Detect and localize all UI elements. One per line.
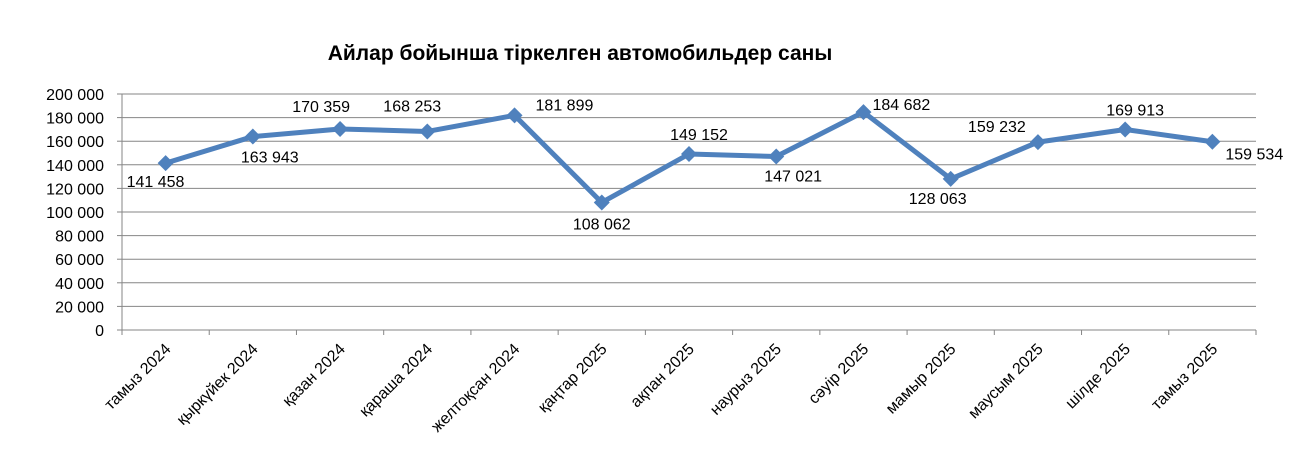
data-label: 159 232 xyxy=(968,119,1026,136)
x-tick-label: ақпан 2025 xyxy=(628,341,698,411)
data-point-marker xyxy=(855,104,872,121)
x-tick-label: сәуір 2025 xyxy=(806,341,873,408)
x-tick-label: қараша 2024 xyxy=(357,341,437,421)
y-tick-label: 200 000 xyxy=(46,87,104,104)
y-tick-label: 100 000 xyxy=(46,205,104,222)
y-tick-label: 40 000 xyxy=(55,276,104,293)
data-label: 149 152 xyxy=(670,127,728,144)
data-label: 128 063 xyxy=(909,191,967,208)
y-tick-label: 80 000 xyxy=(55,229,104,246)
data-label: 147 021 xyxy=(764,169,822,186)
data-point-marker xyxy=(768,148,785,165)
data-label: 141 458 xyxy=(127,174,185,191)
y-tick-label: 140 000 xyxy=(46,158,104,175)
y-tick-label: 0 xyxy=(95,323,104,340)
x-tick-label: желтоқсан 2024 xyxy=(428,341,523,436)
y-axis-ticks: 0 20 000 40 000 60 000 80 000 100 000 120 000 1… xyxy=(46,87,104,340)
x-tick-label: тамыз 2025 xyxy=(1148,341,1221,414)
data-point-marker xyxy=(1029,134,1046,151)
data-point-marker xyxy=(593,194,610,211)
x-tick-label: тамыз 2024 xyxy=(102,341,175,414)
x-tick-label: қаңтар 2025 xyxy=(535,341,611,417)
data-label: 108 062 xyxy=(573,216,631,233)
data-point-marker xyxy=(681,146,697,163)
data-label: 170 359 xyxy=(292,99,350,116)
data-point-marker xyxy=(419,123,436,140)
y-tick-label: 120 000 xyxy=(46,181,104,198)
y-tick-label: 60 000 xyxy=(55,252,104,269)
data-point-marker xyxy=(1117,121,1134,138)
data-label: 184 682 xyxy=(872,97,930,114)
y-tick-label: 180 000 xyxy=(46,111,104,128)
axes xyxy=(117,93,1257,335)
y-tick-label: 20 000 xyxy=(55,299,104,316)
x-axis-ticks: тамыз 2024 қыркүйек 2024 қазан 2024 қараша … xyxy=(102,341,1222,436)
x-tick-label: наурыз 2025 xyxy=(707,341,785,419)
data-label: 163 943 xyxy=(241,150,299,167)
x-tick-label: маусым 2025 xyxy=(965,341,1046,422)
x-tick-label: қыркүйек 2024 xyxy=(174,341,262,429)
data-label: 159 534 xyxy=(1225,147,1283,164)
data-point-marker xyxy=(506,107,523,124)
x-tick-label: мамыр 2025 xyxy=(883,341,960,418)
y-tick-label: 160 000 xyxy=(46,134,104,151)
gridlines xyxy=(122,93,1256,307)
data-labels: 141 458 163 943 170 359 168 253 181 899 108 0… xyxy=(127,97,1284,233)
data-point-marker xyxy=(332,120,349,137)
data-label: 181 899 xyxy=(536,97,594,114)
x-tick-label: қазан 2024 xyxy=(280,341,349,410)
series-markers xyxy=(157,104,1221,211)
data-point-marker xyxy=(244,128,261,145)
x-tick-label: шілде 2025 xyxy=(1063,341,1134,412)
data-point-marker xyxy=(157,155,174,172)
chart-title: Айлар бойынша тіркелген автомобильдер са… xyxy=(328,42,833,65)
data-point-marker xyxy=(1204,133,1221,150)
data-point-marker xyxy=(942,170,959,187)
data-label: 169 913 xyxy=(1106,103,1164,120)
data-label: 168 253 xyxy=(383,98,441,115)
